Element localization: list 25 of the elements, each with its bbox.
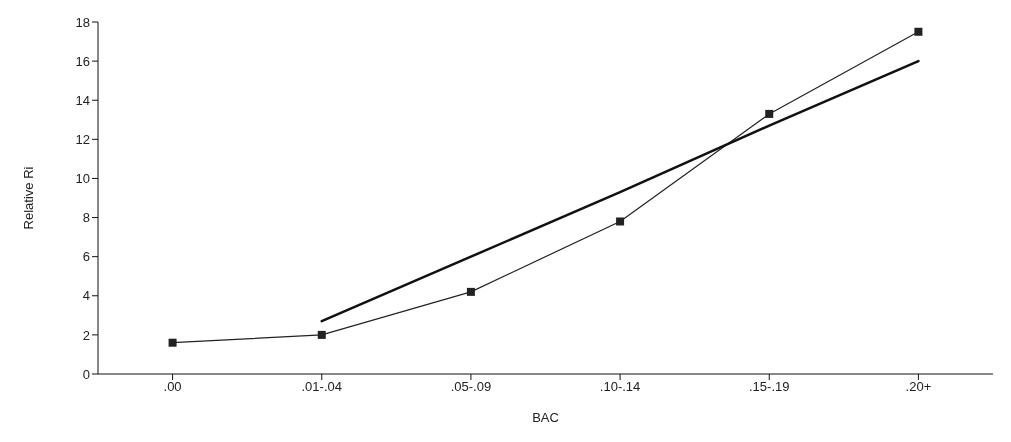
point (317, 330, 326, 339)
x-tick-label: .15-.19 (749, 379, 790, 395)
y-tick-label: 0 (82, 366, 90, 382)
y-tick-label: 16 (75, 53, 90, 69)
x-tick-label: .00 (163, 379, 182, 395)
y-axis-title: Relative Ri (20, 166, 36, 230)
point (616, 217, 625, 226)
y-tick-label: 8 (82, 210, 90, 226)
y-tick-label: 2 (82, 327, 90, 343)
y-tick-label: 12 (75, 131, 90, 147)
point (168, 338, 177, 347)
x-tick-label: .10-.14 (599, 379, 641, 395)
y-tick-label: 10 (75, 171, 90, 187)
x-tick-label: .05-.09 (450, 379, 492, 395)
point (914, 27, 923, 36)
point (765, 109, 774, 118)
x-tick-label: .20+ (905, 379, 932, 395)
y-tick-label: 4 (82, 288, 90, 304)
point (466, 287, 475, 296)
y-tick-label: 18 (75, 14, 90, 30)
x-axis-title: BAC (532, 410, 559, 425)
x-tick-label: .01-.04 (301, 379, 342, 395)
y-tick-label: 6 (82, 249, 90, 265)
y-tick-label: 14 (75, 92, 90, 108)
line-series (320, 59, 920, 323)
